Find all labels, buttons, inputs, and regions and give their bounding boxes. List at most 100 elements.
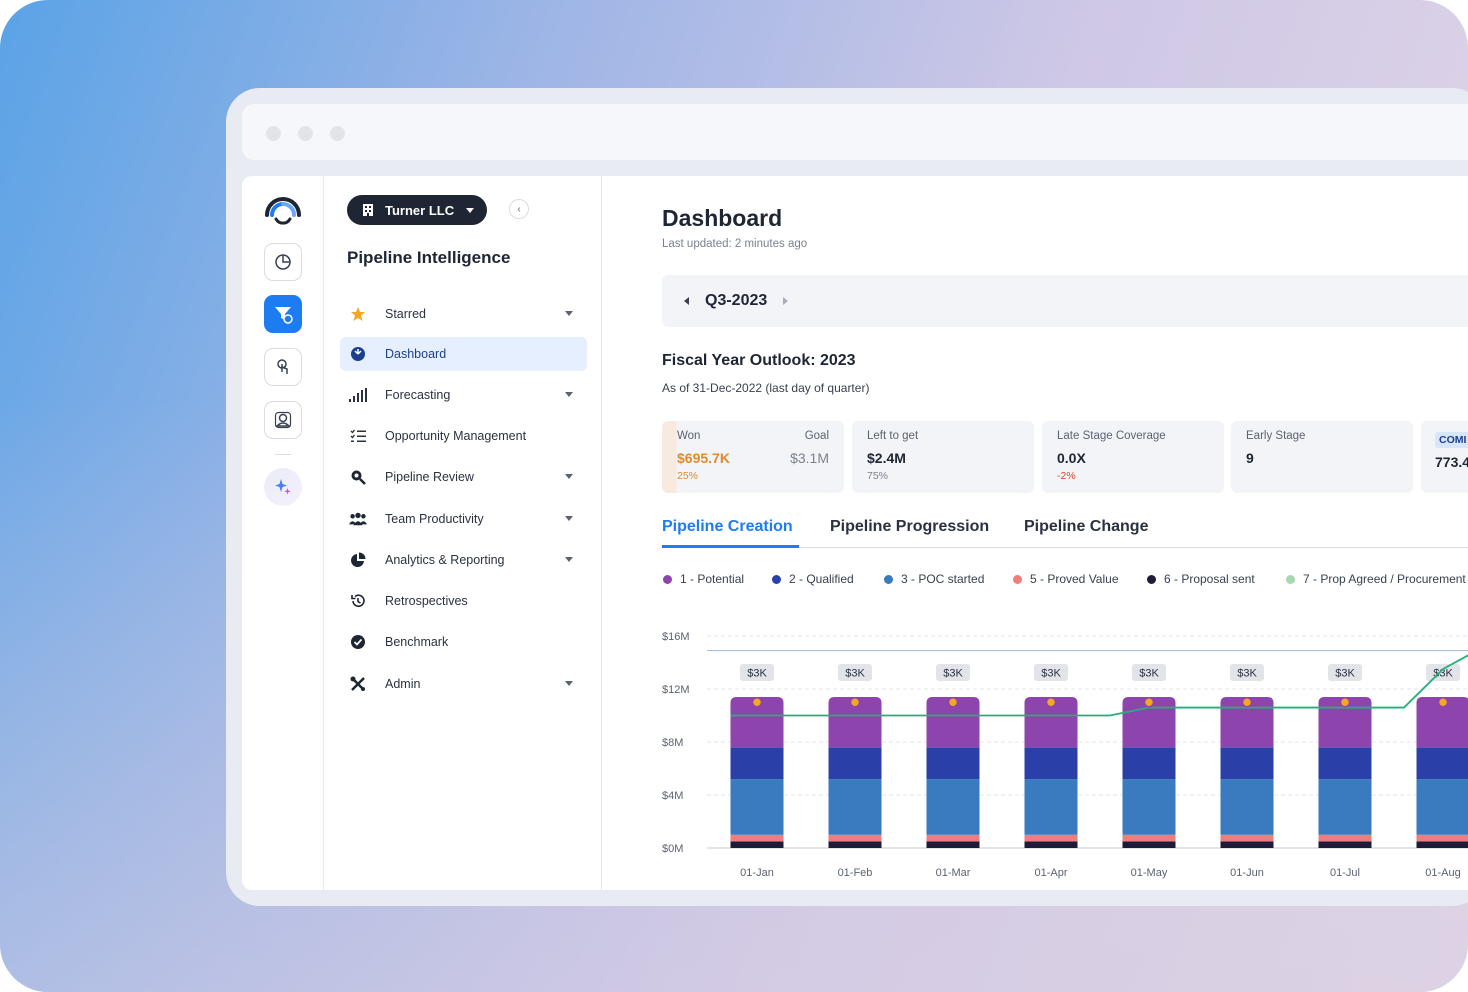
data-marker bbox=[947, 697, 959, 708]
nav-item-pipeline-review[interactable]: Pipeline Review bbox=[340, 460, 587, 494]
bar-segment bbox=[1416, 747, 1468, 780]
bar-value-label-bg bbox=[838, 663, 872, 681]
legend-item[interactable]: 3 - POC started bbox=[884, 572, 984, 586]
kpi-early-value: 9 bbox=[1246, 450, 1254, 466]
window-dot-minimize[interactable] bbox=[298, 126, 313, 141]
check-circle-icon bbox=[349, 633, 367, 651]
prev-quarter-icon[interactable] bbox=[684, 297, 689, 305]
nav-item-dashboard[interactable]: Dashboard bbox=[340, 337, 587, 371]
user-badge-icon bbox=[274, 411, 292, 429]
legend-item[interactable]: 6 - Proposal sent bbox=[1147, 572, 1255, 586]
org-selector[interactable]: Turner LLC bbox=[347, 195, 487, 225]
tab-pipeline-creation[interactable]: Pipeline Creation bbox=[662, 518, 793, 535]
kpi-left-label: Left to get bbox=[867, 430, 919, 442]
bar-segment bbox=[1220, 841, 1274, 848]
legend-item[interactable]: 7 - Prop Agreed / Procurement bbox=[1286, 572, 1466, 586]
bar-segment bbox=[828, 834, 882, 842]
chevron-down-icon[interactable] bbox=[565, 392, 573, 397]
kpi-late-change: -2% bbox=[1057, 470, 1076, 482]
rail-user-button[interactable] bbox=[264, 401, 302, 439]
tab-pipeline-change[interactable]: Pipeline Change bbox=[1024, 518, 1149, 535]
magnifier-icon bbox=[349, 468, 367, 486]
nav-item-label: Team Productivity bbox=[385, 512, 484, 526]
nav-item-retrospectives[interactable]: Retrospectives bbox=[340, 584, 587, 618]
x-tick-label: 01-Jun bbox=[1230, 867, 1264, 879]
app-logo[interactable] bbox=[262, 190, 304, 235]
chevron-down-icon[interactable] bbox=[565, 474, 573, 479]
bar-segment bbox=[730, 696, 784, 748]
bar-segment bbox=[1220, 747, 1274, 780]
bar-value-label: $3K bbox=[1237, 667, 1257, 679]
ai-assistant-button[interactable] bbox=[264, 468, 302, 506]
bar-value-label-bg bbox=[1132, 663, 1166, 681]
bar-value-label-bg bbox=[1034, 663, 1068, 681]
bar-value-label: $3K bbox=[1041, 667, 1061, 679]
nav-item-admin[interactable]: Admin bbox=[340, 667, 587, 701]
legend-label: 1 - Potential bbox=[680, 572, 745, 586]
nav-item-analytics-reporting[interactable]: Analytics & Reporting bbox=[340, 543, 587, 577]
nav-item-label: Forecasting bbox=[385, 388, 451, 402]
bar-segment bbox=[1122, 747, 1176, 780]
legend-item[interactable]: 1 - Potential bbox=[663, 572, 744, 586]
bar-segment bbox=[1024, 747, 1078, 780]
tab-pipeline-progression[interactable]: Pipeline Progression bbox=[830, 518, 990, 535]
bar-segment bbox=[926, 779, 980, 835]
bar-value-label-bg bbox=[1328, 663, 1362, 681]
kpi-commit[interactable]: COMI 773.4 bbox=[1421, 421, 1468, 493]
icon-rail bbox=[242, 176, 324, 890]
nav-item-team-productivity[interactable]: Team Productivity bbox=[340, 502, 587, 536]
bar-segment bbox=[926, 834, 980, 842]
legend-dot bbox=[663, 574, 672, 584]
pie-icon bbox=[349, 551, 367, 569]
x-tick-label: 01-Mar bbox=[936, 867, 971, 879]
kpi-left-to-get[interactable]: Left to get $2.4M 75% bbox=[852, 421, 1034, 493]
bar-segment bbox=[1220, 779, 1274, 835]
bar-segment bbox=[1122, 834, 1176, 842]
next-quarter-icon[interactable] bbox=[783, 297, 789, 305]
kpi-won-percent: 25% bbox=[677, 470, 699, 482]
bar-segment bbox=[1416, 841, 1468, 848]
kpi-goal-value: $3.1M bbox=[790, 450, 829, 466]
legend-item[interactable]: 5 - Proved Value bbox=[1013, 572, 1119, 586]
building-icon bbox=[363, 204, 373, 216]
nav-item-forecasting[interactable]: Forecasting bbox=[340, 378, 587, 412]
nav-item-label: Starred bbox=[385, 307, 426, 321]
kpi-late-stage[interactable]: Late Stage Coverage 0.0X -2% bbox=[1042, 421, 1224, 493]
chevron-down-icon[interactable] bbox=[565, 681, 573, 686]
chevron-down-icon[interactable] bbox=[565, 311, 573, 316]
kpi-left-value: $2.4M bbox=[867, 450, 906, 466]
window-dot-maximize[interactable] bbox=[330, 126, 345, 141]
kpi-won[interactable]: Won Goal $695.7K $3.1M 25% bbox=[662, 421, 844, 493]
chevron-down-icon[interactable] bbox=[565, 557, 573, 562]
rail-touch-button[interactable] bbox=[264, 348, 302, 386]
data-marker bbox=[849, 697, 861, 708]
nav-item-starred[interactable]: Starred bbox=[340, 297, 587, 331]
kpi-early-stage[interactable]: Early Stage 9 bbox=[1231, 421, 1413, 493]
nav-item-benchmark[interactable]: Benchmark bbox=[340, 625, 587, 659]
nav-item-label: Benchmark bbox=[385, 635, 449, 649]
bar-segment bbox=[1318, 696, 1372, 748]
bar-segment bbox=[828, 747, 882, 780]
collapse-sidebar-button[interactable]: ‹ bbox=[509, 199, 529, 219]
touch-icon bbox=[277, 359, 288, 374]
dashboard-icon bbox=[349, 345, 367, 363]
rail-insights-button[interactable] bbox=[264, 243, 302, 281]
pipeline-creation-chart: $0M $4M $8M $12M $16M $3K 01-Jan $3K 01-Feb $3K 01… bbox=[662, 631, 1468, 879]
y-tick-label: $0M bbox=[662, 843, 683, 855]
nav-item-opportunity-management[interactable]: Opportunity Management bbox=[340, 419, 587, 453]
fy-outlook-subtitle: As of 31-Dec-2022 (last day of quarter) bbox=[662, 381, 870, 395]
trend-line bbox=[730, 654, 1468, 717]
legend-label: 6 - Proposal sent bbox=[1164, 572, 1255, 586]
bar-value-label: $3K bbox=[1139, 667, 1159, 679]
bar-value-label-bg bbox=[936, 663, 970, 681]
kpi-won-value: $695.7K bbox=[677, 450, 730, 466]
legend-item[interactable]: 2 - Qualified bbox=[772, 572, 854, 586]
chevron-down-icon[interactable] bbox=[565, 516, 573, 521]
x-tick-label: 01-Feb bbox=[838, 867, 873, 879]
nav-item-label: Retrospectives bbox=[385, 594, 468, 608]
rail-pipeline-button[interactable] bbox=[264, 295, 302, 333]
bar-segment bbox=[1416, 779, 1468, 835]
legend-dot bbox=[1147, 574, 1156, 584]
star-icon bbox=[349, 305, 367, 323]
window-dot-close[interactable] bbox=[266, 126, 281, 141]
